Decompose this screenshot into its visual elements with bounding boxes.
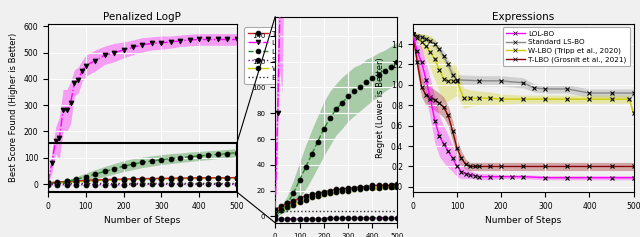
X-axis label: Number of Steps: Number of Steps xyxy=(104,216,180,225)
Legend: T-LBO (Grosnit et al., 2021), LOL-BO (SELFIES), LOL-BO (JTVAE), Standard LS-BO, : T-LBO (Grosnit et al., 2021), LOL-BO (SE… xyxy=(244,27,374,84)
Bar xyxy=(48,143,237,192)
Legend: LOL-BO, Standard LS-BO, W-LBO (Tripp et al., 2020), T-LBO (Grosnit et al., 2021): LOL-BO, Standard LS-BO, W-LBO (Tripp et … xyxy=(503,27,630,66)
Title: Expressions: Expressions xyxy=(492,12,554,22)
Y-axis label: Best Score Found (Higher is Better): Best Score Found (Higher is Better) xyxy=(9,33,18,182)
Y-axis label: Regret (Lower is Better): Regret (Lower is Better) xyxy=(376,57,385,158)
Title: Penalized LogP: Penalized LogP xyxy=(104,12,181,22)
X-axis label: Number of Steps: Number of Steps xyxy=(485,216,561,225)
